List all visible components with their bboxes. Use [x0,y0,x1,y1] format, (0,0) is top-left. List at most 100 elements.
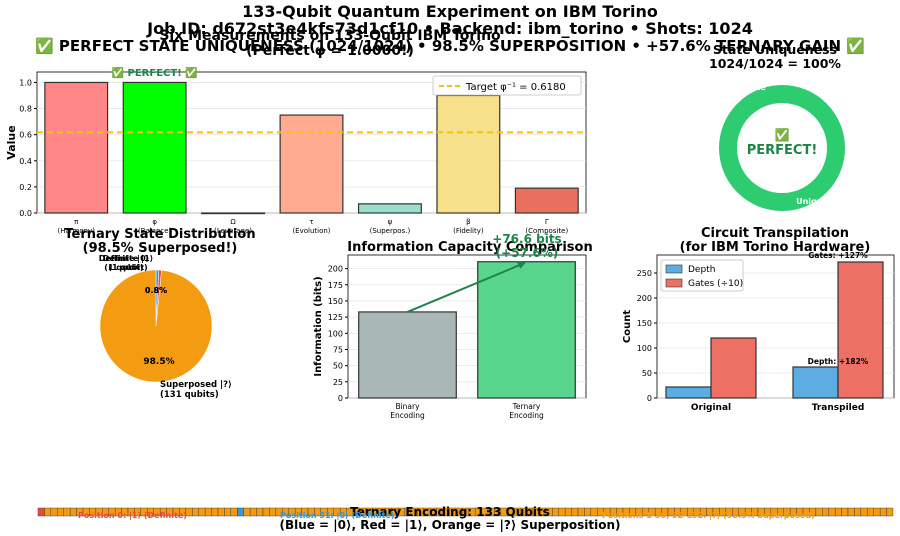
slice-label: (1 qubit) [108,263,147,272]
bar-gates-0 [710,337,757,399]
strip-label-mid: Position 31: |0⟩ (Definite) [280,511,395,520]
y-tick-label: 0.2 [19,183,32,192]
info-capacity-title: Information Capacity Comparison [347,240,593,255]
transpilation-subtitle: (for IBM Torino Hardware) [679,240,871,255]
bar-gates-1 [837,261,884,399]
y-tick-label: 1.0 [19,78,32,87]
y-tick-label: 200 [328,265,343,274]
bar-6 [514,187,579,214]
x-tick-symbol: ψ [388,218,393,226]
ring-label-bottom: Unique [796,197,828,206]
uniqueness-subtitle: 1024/1024 = 100% [709,56,841,71]
perfect-label: PERFECT! [747,143,818,158]
y-tick-label: 125 [328,313,343,322]
y-tick-label: 100 [637,344,652,353]
gates-annotation: Gates: +127% [808,251,868,260]
strip-subtitle: (Blue = |0⟩, Red = |1⟩, Orange = |?⟩ Sup… [279,518,621,532]
x-tick-symbol: Γ [545,218,549,226]
y-tick-label: 150 [328,297,343,306]
x-tick-name: (Balance) [138,227,172,235]
slice-label: (1 qubit) [104,263,143,272]
pie-slice-2 [99,269,213,383]
slice-pct: 0.8% [145,286,167,295]
slice-pct: 0.8% [145,286,167,295]
transpilation-title: Circuit Transpilation [700,226,850,241]
y-tick-label: 0 [338,394,343,403]
legend-box [432,75,582,96]
x-tick-label: Encoding [390,411,425,420]
depth-annotation: Depth: +182% [808,357,869,366]
y-axis-label: Value [5,125,18,159]
slice-label: Definite |1⟩ [103,254,154,263]
summary-banner: ✅ PERFECT STATE UNIQUENESS (1024/1024) •… [35,37,865,55]
ternary-dist-title: Ternary State Distribution [64,227,256,242]
legend-label: Gates (÷10) [688,279,743,289]
x-tick-name: (Harmony) [57,227,95,235]
y-tick-label: 250 [637,269,652,278]
y-tick-label: 0 [647,394,652,403]
ternary-dist-subtitle: (98.5% Superposed!) [82,241,238,256]
x-tick-name: (Superpos.) [370,227,411,235]
bar-2 [201,212,266,215]
bar-0 [44,81,109,214]
donut-ring [719,85,845,211]
y-tick-label: 75 [333,345,343,354]
slice-label: (131 qubits) [160,390,219,400]
gain-annotation: (+57.6%) [496,246,559,260]
slice-label: Superposed |?⟩ [160,380,232,390]
x-tick-name: (Leverage) [214,227,252,235]
x-tick-symbol: β [466,218,470,226]
x-tick-label: Encoding [509,411,544,420]
slice-label: Definite |0⟩ [99,254,150,263]
x-tick-symbol: π [74,218,79,226]
x-tick-label: Original [691,403,731,413]
gain-annotation: +76.6 bits [492,232,561,246]
y-tick-label: 50 [642,369,652,378]
bar-5 [436,94,501,214]
measurements-subtitle: (Perfect φ = 1.0000!) [246,43,414,59]
x-tick-label: Binary [395,402,420,411]
perfect-annotation: ✅ PERFECT! ✅ [112,66,198,79]
x-tick-symbol: φ [152,218,157,226]
x-tick-symbol: τ [309,218,313,226]
x-tick-symbol: Ω [230,218,236,226]
strip-label-right: Positions 1-30, 32-132: |?⟩ (98.5% Super… [602,511,815,520]
strip-title: Ternary Encoding: 133 Qubits [350,505,550,519]
y-tick-label: 0.6 [19,131,32,140]
bar-0 [358,311,457,399]
x-tick-name: (Composite) [525,227,568,235]
y-axis-label: Count [622,310,633,343]
figure-title: 133-Qubit Quantum Experiment on IBM Tori… [242,2,658,21]
check-icon: ✅ [775,128,790,142]
y-axis-label: Information (bits) [313,276,324,376]
legend-swatch [665,278,683,288]
x-tick-name: (Fidelity) [453,227,484,235]
y-tick-label: 100 [328,329,343,338]
legend-label: Depth [688,265,715,275]
strip-label-left: Position 0: |1⟩ (Definite) [78,511,187,520]
slice-pct: 98.5% [143,357,174,367]
job-info: Job ID: d672st3e4kfs73d1cf10 • Backend: … [147,19,753,38]
y-tick-label: 0.0 [19,209,32,218]
y-tick-label: 150 [637,319,652,328]
legend-label: Target φ⁻¹ = 0.6180 [465,82,566,93]
bar-1 [122,81,187,214]
y-tick-label: 25 [333,378,343,387]
x-tick-label: Ternary [512,402,541,411]
gain-arrow [407,263,521,313]
gain-arrowhead [516,261,527,269]
qubit-cell [886,507,894,517]
bar-depth-1 [792,366,839,399]
ring-label-top: Unique [734,83,766,92]
y-tick-label: 175 [328,281,343,290]
bar-4 [357,203,422,214]
uniqueness-title: State Uniqueness [712,42,838,57]
x-tick-name: (Evolution) [292,227,330,235]
x-tick-label: Transpiled [812,403,865,413]
